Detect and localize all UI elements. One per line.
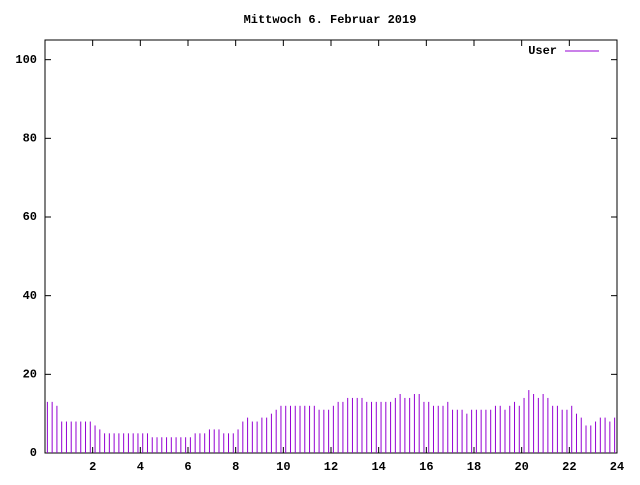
x-tick-label: 10 <box>276 460 290 474</box>
x-tick-label: 2 <box>89 460 96 474</box>
y-tick-label: 100 <box>15 53 37 67</box>
x-tick-label: 20 <box>514 460 528 474</box>
x-tick-label: 22 <box>562 460 576 474</box>
x-tick-label: 18 <box>467 460 481 474</box>
x-tick-label: 8 <box>232 460 239 474</box>
y-tick-label: 80 <box>23 132 37 146</box>
x-tick-label: 12 <box>324 460 338 474</box>
x-tick-label: 6 <box>184 460 191 474</box>
x-tick-label: 24 <box>610 460 624 474</box>
x-tick-label: 4 <box>137 460 144 474</box>
y-tick-label: 20 <box>23 368 37 382</box>
y-tick-label: 0 <box>30 446 37 460</box>
chart-title: Mittwoch 6. Februar 2019 <box>244 13 417 27</box>
y-tick-label: 60 <box>23 210 37 224</box>
x-tick-label: 16 <box>419 460 433 474</box>
legend-label: User <box>528 44 557 58</box>
y-tick-label: 40 <box>23 289 37 303</box>
x-tick-label: 14 <box>371 460 385 474</box>
